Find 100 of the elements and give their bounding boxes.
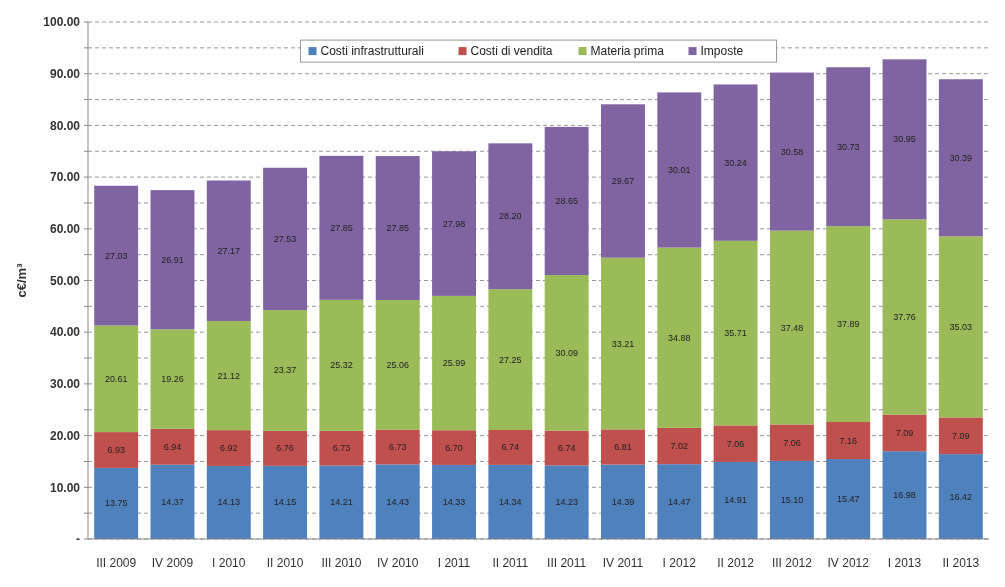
data-label: 35.71 [724, 328, 747, 339]
bar [713, 425, 758, 462]
data-label: 20.61 [104, 373, 128, 384]
data-label: 16.42 [949, 491, 973, 502]
data-label: 6.93 [107, 445, 125, 455]
data-label: 7.06 [783, 437, 801, 448]
bar [601, 429, 645, 465]
bar [94, 432, 139, 468]
bar [488, 289, 533, 431]
bar [432, 151, 476, 296]
bar [769, 72, 814, 231]
bar [601, 257, 645, 430]
data-label: 27.17 [217, 245, 241, 256]
data-label: 30.01 [668, 164, 691, 175]
bar [432, 430, 476, 465]
bar [206, 465, 251, 539]
data-label: 27.85 [386, 223, 409, 234]
bar [488, 464, 533, 539]
data-label: 14.39 [611, 496, 635, 507]
x-tick-label: II 2010 [266, 556, 304, 570]
data-label: 14.23 [555, 497, 578, 508]
y-tick-label: 30.00 [49, 377, 81, 392]
x-tick-label: IV 2012 [827, 556, 870, 570]
y-tick-label: 70.00 [49, 170, 81, 185]
data-label: 14.34 [499, 496, 522, 507]
data-label: 37.76 [893, 311, 916, 322]
data-label: 16.98 [893, 490, 916, 501]
y-tick-label: 20.00 [49, 428, 81, 443]
bar [263, 430, 308, 466]
data-label: 30.58 [780, 146, 804, 157]
bar [206, 320, 251, 431]
bar [882, 451, 927, 539]
data-label: 27.85 [330, 222, 353, 233]
bar [488, 430, 533, 465]
data-label: 7.16 [839, 435, 857, 446]
bar [657, 464, 702, 539]
y-tick-label: 80.00 [49, 118, 81, 133]
data-label: 34.88 [668, 332, 691, 343]
bar [375, 300, 420, 430]
bar [488, 143, 533, 290]
bar [882, 414, 927, 452]
x-tick-label: I 2012 [662, 556, 697, 570]
x-tick-label: I 2010 [212, 556, 246, 570]
data-label: 25.06 [386, 359, 409, 370]
bar [150, 329, 195, 429]
bar [938, 417, 983, 455]
bar [375, 429, 420, 465]
bar [150, 428, 195, 465]
bar [375, 464, 420, 539]
x-tick-label: IV 2010 [377, 556, 419, 570]
data-label: 14.13 [217, 497, 241, 508]
data-label: 14.91 [724, 495, 747, 506]
bar [544, 126, 589, 276]
data-label: 14.47 [668, 496, 691, 507]
x-tick-label: I 2013 [887, 556, 922, 570]
bar [375, 156, 420, 301]
data-label: 6.70 [445, 442, 463, 453]
y-tick-label: 10.00 [49, 480, 81, 495]
data-label: 6.74 [501, 442, 520, 453]
y-tick-label: 60.00 [49, 222, 81, 236]
data-label: 14.43 [386, 496, 409, 507]
data-label: 27.25 [499, 354, 522, 365]
bar [938, 454, 983, 539]
bar [938, 236, 983, 418]
bar [769, 230, 814, 425]
data-label: 15.47 [836, 494, 860, 505]
bar [94, 325, 139, 433]
x-tick-label: II 2011 [492, 556, 529, 570]
bar [432, 295, 476, 431]
data-label: 30.24 [724, 157, 747, 168]
bar [769, 424, 814, 461]
data-label: 19.26 [161, 374, 184, 385]
bar [544, 430, 589, 466]
x-tick-label: III 2009 [96, 556, 137, 570]
data-label: 27.53 [273, 233, 297, 244]
data-label: 7.06 [726, 438, 745, 449]
data-label: 6.92 [220, 443, 238, 454]
data-label: 30.09 [555, 347, 578, 358]
bar [544, 465, 589, 539]
data-label: 6.73 [332, 443, 351, 454]
data-label: 13.75 [104, 498, 128, 509]
bar [206, 180, 251, 321]
legend-label: Materia prima [590, 44, 665, 59]
legend-label: Costi infrastrutturali [320, 44, 424, 59]
x-tick-label: I 2011 [437, 556, 471, 570]
bar [826, 226, 871, 422]
data-label: 6.76 [276, 443, 294, 454]
data-label: 30.73 [836, 141, 860, 152]
data-label: 28.20 [499, 211, 522, 222]
x-tick-label: III 2012 [771, 556, 813, 570]
bar [601, 104, 645, 258]
bar [882, 59, 927, 220]
bar [769, 460, 814, 539]
data-label: 37.89 [836, 319, 860, 330]
y-axis-title: c€/m³ [14, 262, 29, 298]
data-label: 30.95 [893, 134, 916, 145]
data-label: 14.37 [161, 496, 184, 507]
bar [319, 155, 364, 300]
x-tick-label: IV 2011 [602, 556, 644, 570]
data-label: 14.33 [442, 496, 466, 507]
